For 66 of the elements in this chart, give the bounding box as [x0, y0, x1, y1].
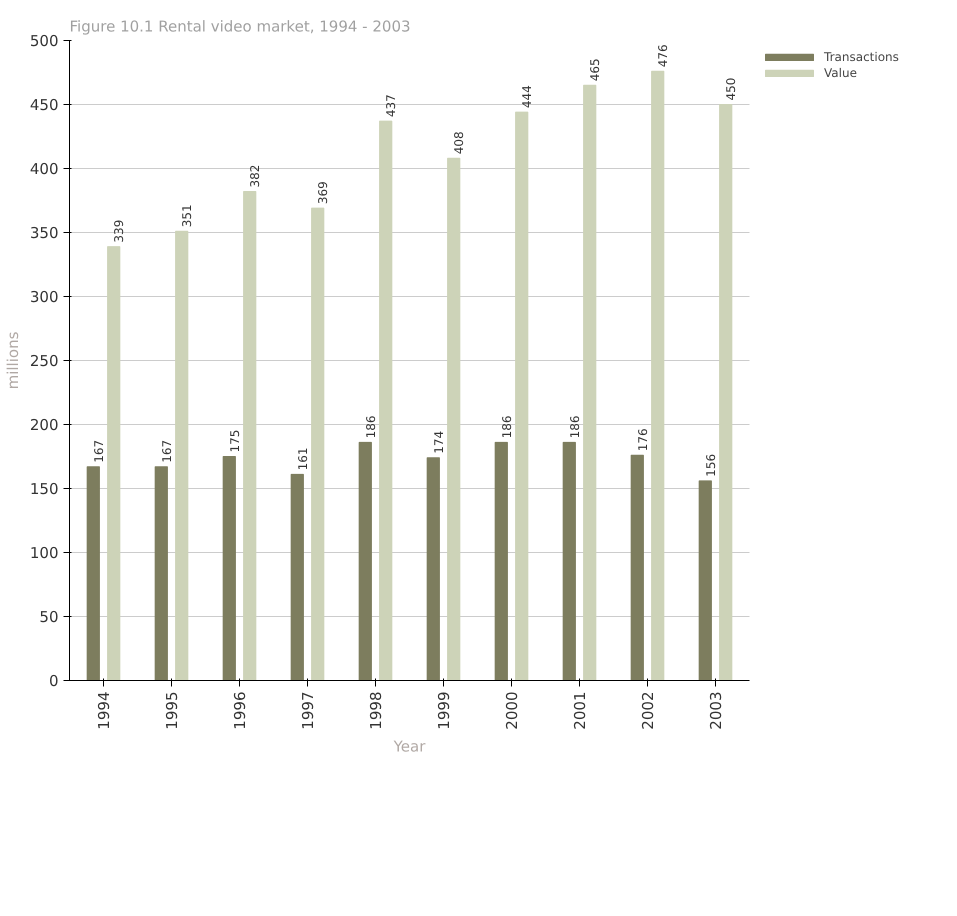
- data-label: 382: [248, 164, 262, 188]
- bar: [290, 474, 304, 680]
- bar: [447, 158, 460, 680]
- data-label: 186: [500, 416, 514, 438]
- y-tick-label: 300: [30, 288, 59, 306]
- bar: [583, 84, 596, 680]
- data-label: 476: [656, 44, 670, 68]
- bar: [86, 466, 100, 680]
- bar: [107, 246, 120, 680]
- legend-label: Transactions: [824, 50, 899, 64]
- data-label: 437: [384, 94, 398, 118]
- bar: [154, 466, 168, 680]
- x-tick-label: 1999: [435, 691, 453, 730]
- x-tick-label: 1997: [299, 691, 317, 730]
- data-label: 186: [364, 416, 378, 438]
- bar: [651, 70, 664, 680]
- y-tick-label: 450: [30, 96, 59, 114]
- x-tick-label: 2000: [503, 691, 521, 730]
- y-tick-label: 50: [39, 608, 59, 626]
- data-label: 167: [92, 440, 106, 463]
- x-tick-label: 1998: [367, 691, 385, 730]
- chart-title: Figure 10.1 Rental video market, 1994 - 2003: [70, 18, 411, 36]
- x-tick-label: 1994: [95, 691, 113, 730]
- x-tick-label: 2002: [639, 691, 657, 730]
- data-label: 444: [520, 85, 534, 108]
- data-label: 369: [316, 181, 330, 204]
- bar: [379, 120, 392, 680]
- y-tick-label: 400: [30, 160, 59, 178]
- data-label: 339: [112, 220, 126, 243]
- bar: [358, 442, 372, 680]
- bar: [426, 457, 440, 680]
- bar: [311, 208, 324, 680]
- data-label: 465: [588, 58, 602, 82]
- data-label: 156: [704, 454, 718, 477]
- bar: [562, 442, 576, 680]
- x-tick-label: 2003: [707, 691, 725, 730]
- data-label: 175: [228, 430, 242, 452]
- data-label: 161: [296, 448, 310, 470]
- data-label: 174: [432, 430, 446, 454]
- x-tick-label: 1995: [163, 691, 181, 730]
- x-tick-label: 2001: [571, 691, 589, 730]
- data-label: 408: [452, 131, 466, 154]
- bar: [175, 230, 188, 680]
- y-tick-label: 150: [30, 480, 59, 498]
- bar: [698, 480, 712, 680]
- bar: [243, 191, 256, 680]
- y-tick-label: 0: [48, 672, 59, 690]
- y-axis-title: millions: [4, 331, 22, 390]
- data-label: 450: [724, 78, 738, 100]
- y-tick-label: 250: [30, 352, 59, 370]
- bar: [515, 112, 528, 680]
- data-label: 186: [568, 416, 582, 438]
- data-label: 167: [160, 440, 174, 463]
- x-axis-title: Year: [392, 738, 426, 756]
- y-tick-label: 500: [30, 32, 59, 50]
- y-tick-label: 100: [30, 544, 59, 562]
- y-tick-label: 200: [30, 416, 59, 434]
- data-label: 176: [636, 428, 650, 452]
- bar: [222, 456, 236, 680]
- x-tick-label: 1996: [231, 691, 249, 730]
- legend-label: Value: [824, 66, 857, 80]
- bar: [494, 442, 508, 680]
- bar: [719, 104, 732, 680]
- bar: [630, 454, 644, 680]
- y-tick-label: 350: [30, 224, 59, 242]
- data-label: 351: [180, 204, 194, 228]
